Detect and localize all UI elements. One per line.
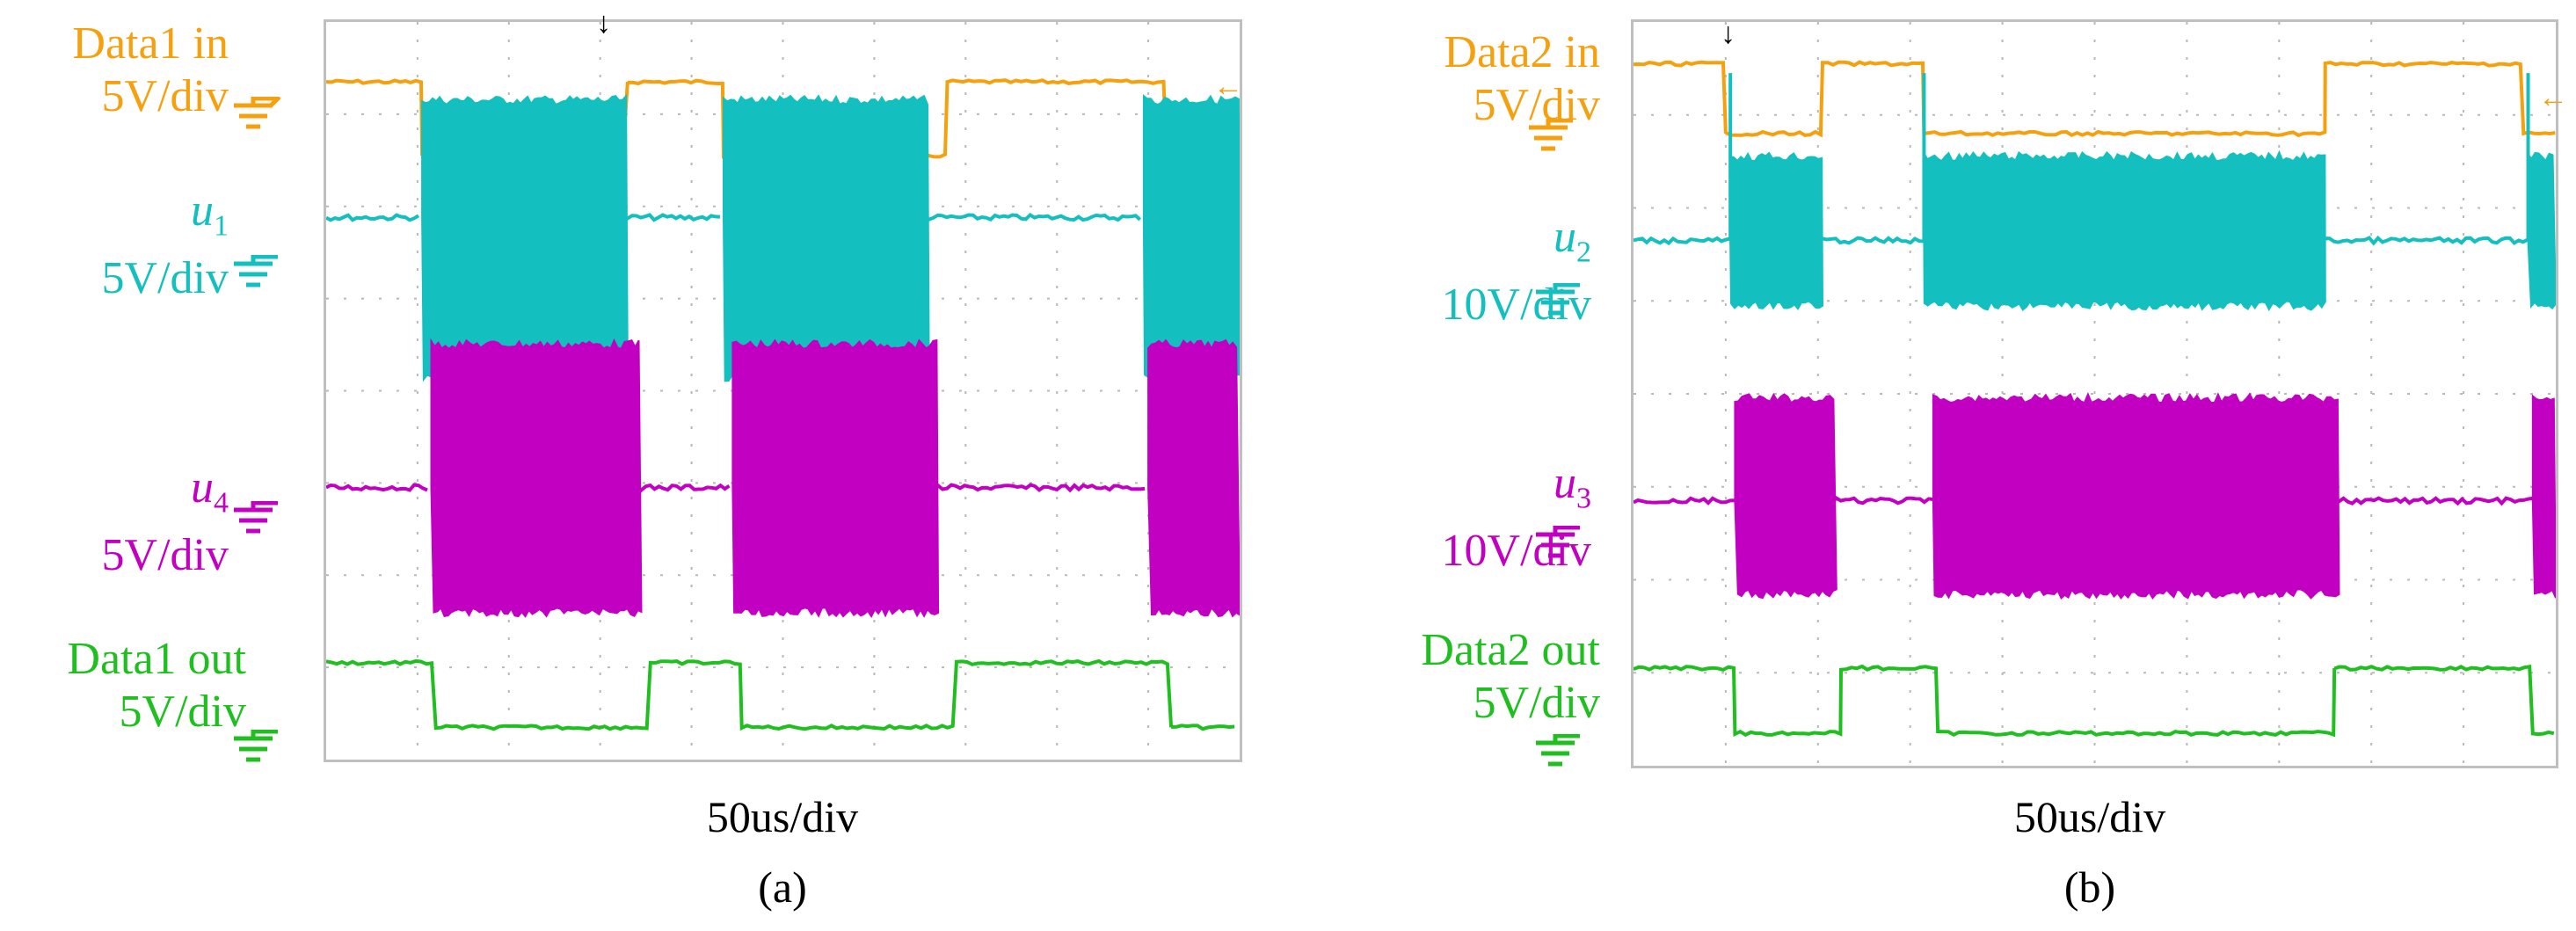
timebase-label: 50us/div bbox=[706, 792, 859, 841]
burst-u_b-0 bbox=[1734, 392, 1837, 600]
label-u-a-sub: 2 bbox=[1576, 236, 1591, 269]
label-data-in-name: Data1 in bbox=[72, 18, 229, 69]
label-data-in: Data1 in 5V/div bbox=[72, 18, 229, 123]
burst-u_b-0 bbox=[430, 338, 643, 618]
burst-u_b-1 bbox=[1932, 392, 2340, 600]
burst-u_a-2 bbox=[2527, 151, 2556, 309]
oscilloscope-panel-b: Data2 in 5V/div u2 10V/div u3 10V/div Da… bbox=[1288, 0, 2576, 931]
label-u-b: u4 5V/div bbox=[102, 462, 229, 582]
burst-u_a-2 bbox=[1142, 94, 1240, 382]
label-data-in-scale: 5V/div bbox=[101, 71, 229, 121]
label-data-out-scale: 5V/div bbox=[1473, 678, 1600, 728]
panel-caption: (b) bbox=[2063, 862, 2116, 912]
burst-u_b-1 bbox=[731, 338, 940, 618]
label-u-b-sub: 3 bbox=[1576, 482, 1591, 515]
ref-marker: ← bbox=[2538, 82, 2568, 114]
scope-screen bbox=[324, 19, 1242, 762]
burst-u_a-0 bbox=[421, 93, 629, 382]
ref-marker: ← bbox=[1213, 70, 1243, 103]
label-u-a-scale: 5V/div bbox=[101, 253, 229, 304]
burst-u_a-1 bbox=[1923, 149, 2326, 311]
trace-data_in bbox=[1634, 60, 2556, 138]
label-u-b-var: u bbox=[1554, 458, 1576, 508]
label-u-b-var: u bbox=[191, 462, 214, 513]
ground-icon bbox=[1536, 734, 1580, 767]
label-data-out-name: Data2 out bbox=[1421, 625, 1600, 675]
ground-icon bbox=[1536, 283, 1580, 316]
label-data-out: Data2 out 5V/div bbox=[1421, 624, 1600, 730]
trace-line-data_in bbox=[1634, 60, 2556, 138]
trigger-marker: ↓ bbox=[596, 7, 611, 40]
label-data-in-name: Data2 in bbox=[1444, 27, 1600, 77]
grid bbox=[1634, 22, 2556, 766]
burst-u_b-2 bbox=[1147, 338, 1240, 618]
ground-icon bbox=[1536, 526, 1580, 558]
label-u-a: u2 10V/div bbox=[1442, 211, 1591, 331]
scope-svg bbox=[326, 22, 1240, 760]
label-u-b-sub: 4 bbox=[214, 486, 229, 520]
burst-u_b-2 bbox=[2531, 394, 2556, 599]
ground-icon bbox=[234, 501, 278, 534]
burst-u_a-0 bbox=[1729, 151, 1824, 310]
ground-icon bbox=[234, 730, 278, 762]
ground-icon bbox=[1529, 119, 1573, 151]
ground-icon bbox=[234, 97, 281, 129]
label-data-in-scale: 5V/div bbox=[1473, 80, 1600, 130]
trace-data_out bbox=[1634, 664, 2555, 738]
timebase-label: 50us/div bbox=[2013, 792, 2166, 841]
label-data-out: Data1 out 5V/div bbox=[67, 633, 246, 738]
label-u-b-scale: 5V/div bbox=[101, 530, 229, 581]
label-u-a-scale: 10V/div bbox=[1441, 280, 1591, 331]
scope-svg bbox=[1634, 22, 2556, 766]
label-u-a-var: u bbox=[191, 185, 214, 236]
trace-line-data_out bbox=[1634, 664, 2555, 738]
burst-u_a-1 bbox=[723, 94, 930, 384]
label-data-in: Data2 in 5V/div bbox=[1444, 26, 1600, 132]
label-u-a: u1 5V/div bbox=[102, 185, 229, 305]
label-data-out-scale: 5V/div bbox=[119, 687, 246, 737]
label-data-out-name: Data1 out bbox=[67, 634, 246, 684]
trace-u_a bbox=[1634, 73, 2556, 311]
trace-u_a bbox=[326, 93, 1240, 384]
trace-u_b bbox=[1634, 392, 2556, 600]
trace-u_b bbox=[326, 338, 1240, 618]
trace-line-data_out bbox=[326, 658, 1235, 731]
oscilloscope-panel-a: Data1 in 5V/div u1 5V/div u4 5V/div Data… bbox=[67, 7, 1243, 913]
ground-icon bbox=[234, 255, 278, 287]
trace-data_out bbox=[326, 658, 1235, 731]
label-u-a-sub: 1 bbox=[214, 209, 229, 243]
label-u-a-var: u bbox=[1554, 212, 1576, 262]
scope-screen bbox=[1631, 19, 2558, 768]
trigger-marker: ↓ bbox=[1721, 18, 1736, 50]
panel-caption: (a) bbox=[758, 862, 807, 912]
